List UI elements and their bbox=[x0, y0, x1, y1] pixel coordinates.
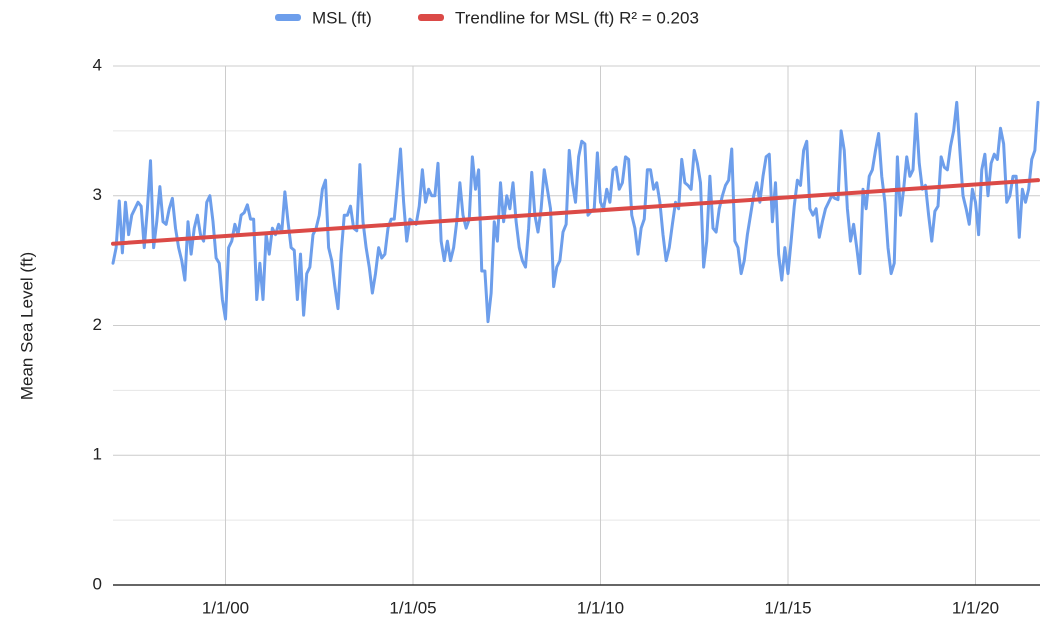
x-tick-label: 1/1/00 bbox=[202, 598, 249, 617]
y-tick-label: 3 bbox=[93, 185, 102, 204]
y-tick-label: 2 bbox=[93, 315, 102, 334]
legend-label: MSL (ft) bbox=[312, 8, 372, 27]
x-tick-label: 1/1/10 bbox=[577, 598, 624, 617]
legend-swatch bbox=[275, 14, 301, 21]
y-axis-title: Mean Sea Level (ft) bbox=[17, 252, 36, 400]
legend-label: Trendline for MSL (ft) R² = 0.203 bbox=[455, 8, 699, 27]
legend-swatch bbox=[418, 14, 444, 21]
y-tick-label: 4 bbox=[93, 55, 102, 74]
x-tick-label: 1/1/20 bbox=[952, 598, 999, 617]
x-tick-label: 1/1/05 bbox=[389, 598, 436, 617]
trendline bbox=[111, 178, 1040, 246]
y-tick-label: 0 bbox=[93, 574, 102, 593]
y-tick-label: 1 bbox=[93, 445, 102, 464]
series-line bbox=[111, 100, 1040, 324]
x-tick-label: 1/1/15 bbox=[764, 598, 811, 617]
